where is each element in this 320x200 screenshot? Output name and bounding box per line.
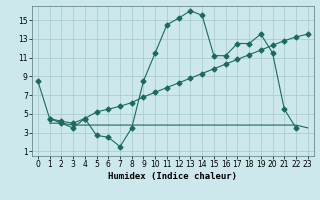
X-axis label: Humidex (Indice chaleur): Humidex (Indice chaleur) [108, 172, 237, 181]
